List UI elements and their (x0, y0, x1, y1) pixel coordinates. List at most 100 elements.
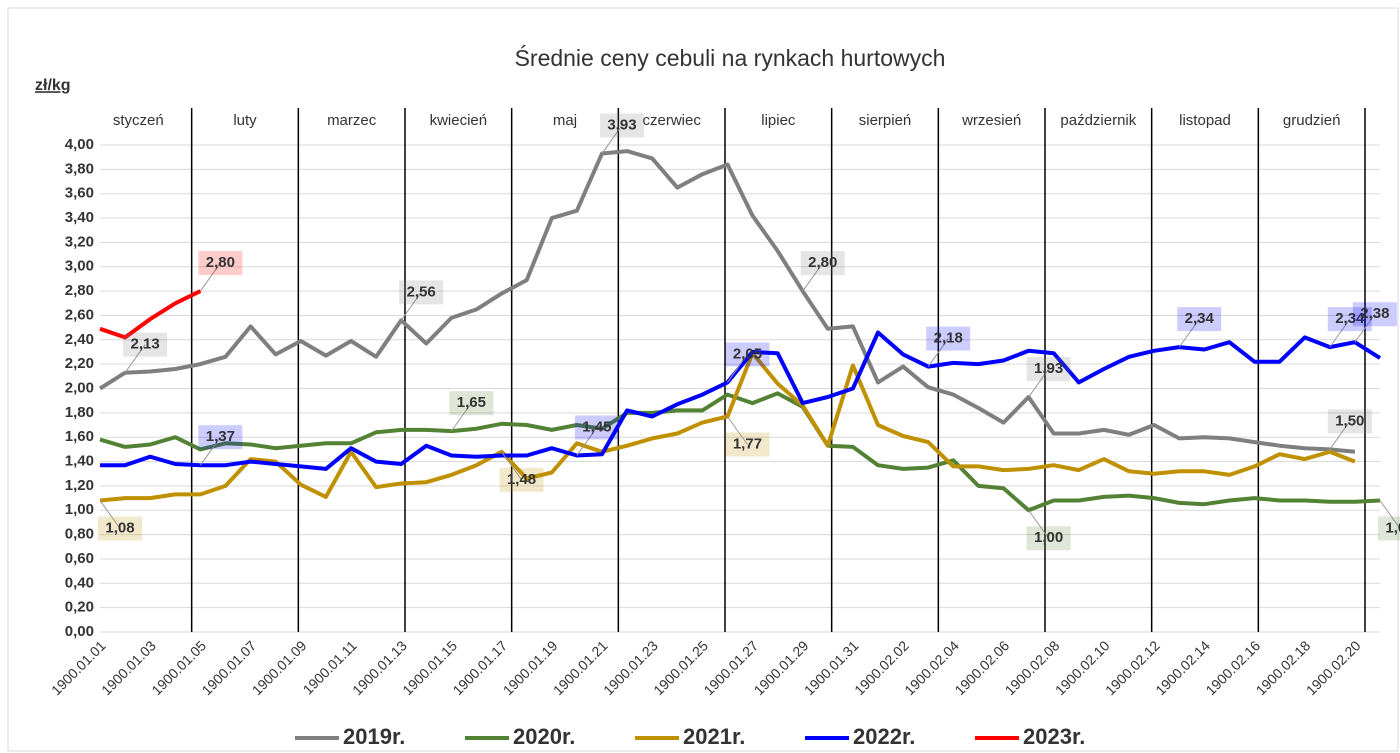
label-leader (199, 262, 221, 292)
label-box (599, 113, 644, 138)
label-box (198, 425, 243, 450)
label-leader (501, 451, 522, 481)
label-box (926, 326, 971, 351)
label-leader (99, 500, 121, 529)
data-label: 1,08 (1385, 519, 1400, 536)
data-label: 2,38 (1360, 305, 1389, 322)
data-label: 2,13 (130, 336, 159, 353)
label-leader (802, 262, 824, 292)
y-tick-label: 2,60 (65, 306, 94, 323)
label-box (499, 467, 544, 492)
y-tick-label: 1,60 (65, 428, 94, 445)
label-box (574, 415, 619, 440)
chart-title: Średnie ceny cebuli na rynkach hurtowych (515, 44, 946, 71)
label-box (1352, 302, 1397, 327)
data-label: 1,45 (582, 418, 611, 435)
label-leader (1354, 313, 1376, 343)
data-label: 2,05 (733, 345, 762, 362)
legend-label: 2020r. (513, 724, 575, 749)
month-label: styczeń (113, 112, 164, 129)
series-line (99, 391, 1381, 513)
label-leader (199, 436, 221, 466)
month-label: wrzesień (961, 112, 1021, 129)
data-label: 1,93 (1034, 360, 1063, 377)
month-label: luty (233, 112, 257, 129)
label-box (198, 251, 243, 276)
y-tick-label: 3,20 (65, 233, 94, 250)
label-box (98, 516, 142, 541)
month-label: październik (1060, 112, 1136, 129)
y-tick-label: 0,20 (65, 599, 94, 616)
y-tick-label: 4,00 (65, 136, 94, 153)
y-tick-label: 0,60 (65, 550, 94, 567)
y-tick-label: 0,80 (65, 526, 94, 543)
label-box (1177, 307, 1222, 332)
label-leader (1028, 509, 1050, 539)
series-line (99, 289, 202, 340)
y-tick-label: 0,40 (65, 574, 94, 591)
y-tick-label: 3,00 (65, 258, 94, 275)
data-label: 2,34 (1185, 310, 1215, 327)
y-tick-label: 2,20 (65, 355, 94, 372)
label-leader (400, 292, 422, 321)
legend-label: 2022r. (853, 724, 915, 749)
label-leader (1329, 318, 1351, 348)
label-box (1026, 357, 1071, 382)
data-label: 1,48 (507, 471, 536, 488)
series-line (100, 330, 1382, 471)
y-tick-label: 2,40 (65, 331, 94, 348)
label-leader (727, 416, 748, 445)
label-box (449, 391, 494, 416)
y-tick-label: 0,00 (65, 623, 94, 640)
legend-label: 2019r. (343, 724, 405, 749)
y-tick-label: 3,60 (65, 185, 94, 202)
series-line (98, 149, 1356, 454)
y-tick-label: 1,00 (65, 501, 94, 518)
month-label: lipiec (761, 112, 796, 129)
legend-label: 2023r. (1023, 724, 1085, 749)
month-label: grudzień (1283, 112, 1341, 129)
data-label: 2,56 (407, 283, 436, 300)
label-box (399, 280, 444, 305)
data-label: 3,93 (607, 116, 636, 133)
label-box (1378, 516, 1400, 541)
y-axis-label: zł/kg (35, 77, 71, 94)
month-label: listopad (1179, 112, 1231, 129)
label-box (725, 432, 770, 457)
label-box (123, 332, 168, 357)
y-tick-label: 2,00 (65, 379, 94, 396)
label-leader (727, 354, 748, 383)
data-label: 2,80 (206, 254, 235, 271)
legend-label: 2021r. (683, 724, 745, 749)
label-leader (1028, 368, 1050, 398)
label-leader (927, 338, 949, 367)
data-label: 1,65 (457, 394, 486, 411)
data-label: 2,80 (808, 254, 837, 271)
label-leader (1329, 421, 1351, 450)
y-tick-label: 1,20 (65, 477, 94, 494)
month-label: sierpień (859, 112, 912, 129)
chart-frame (7, 7, 1399, 752)
month-label: maj (553, 112, 577, 129)
label-box (800, 251, 845, 276)
y-tick-label: 2,80 (65, 282, 94, 299)
y-tick-label: 1,80 (65, 404, 94, 421)
label-box (1327, 307, 1372, 332)
y-tick-label: 3,80 (65, 160, 94, 177)
month-label: czerwiec (642, 112, 701, 129)
data-label: 1,50 (1335, 412, 1364, 429)
data-label: 1,77 (733, 435, 762, 452)
data-label: 2,18 (934, 330, 963, 347)
data-label: 1,08 (105, 519, 134, 536)
label-box (725, 342, 770, 367)
month-label: kwiecień (430, 112, 488, 129)
label-leader (450, 402, 472, 432)
label-box (1327, 409, 1372, 434)
data-label: 1,00 (1034, 529, 1063, 546)
label-leader (601, 125, 623, 154)
label-leader (1178, 318, 1200, 348)
label-leader (1379, 500, 1400, 529)
y-tick-label: 3,40 (65, 209, 94, 226)
data-label: 1,37 (206, 428, 235, 445)
